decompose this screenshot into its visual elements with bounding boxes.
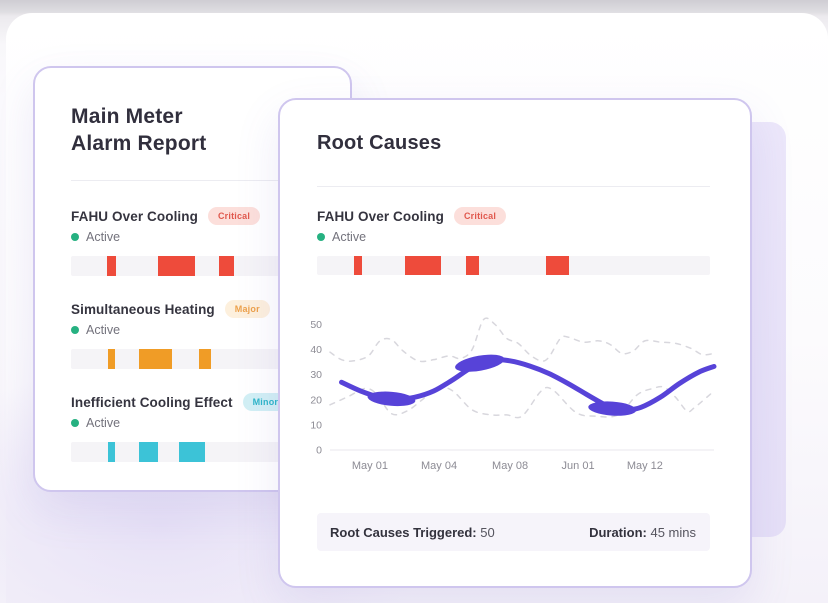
- alarm-activity-track: [317, 256, 710, 275]
- alarm-report-divider: [71, 180, 314, 181]
- alarm-activity-segment: [107, 442, 115, 462]
- alarm-status-text: Active: [332, 230, 367, 244]
- root-causes-divider: [317, 186, 710, 187]
- upper-band-line: [329, 317, 715, 363]
- alarm-activity-track: [71, 256, 314, 276]
- severity-badge: Critical: [453, 207, 507, 225]
- x-axis-tick-label: May 01: [352, 460, 388, 472]
- trend-highlight-blob: [455, 354, 505, 372]
- y-axis-tick-label: 30: [310, 369, 322, 381]
- active-status-dot-icon: [71, 233, 79, 241]
- duration-stat: Duration: 45 mins: [589, 525, 696, 540]
- alarm-row: FAHU Over Cooling Critical Active: [71, 207, 314, 276]
- alarm-list: FAHU Over Cooling Critical Active Simultane…: [71, 207, 314, 462]
- alarm-report-title-line1: Main Meter: [71, 105, 183, 128]
- root-cause-alarm: FAHU Over Cooling Critical Active: [317, 207, 710, 275]
- severity-badge: Major: [224, 300, 270, 318]
- alarm-name: Simultaneous Heating: [71, 301, 215, 317]
- trend-highlight-blob: [588, 401, 637, 416]
- alarm-row: Simultaneous Heating Major Active: [71, 300, 314, 369]
- active-status-dot-icon: [71, 419, 79, 427]
- root-causes-card: Root Causes FAHU Over Cooling Critical Act…: [278, 98, 752, 588]
- alarm-status-text: Active: [86, 230, 121, 244]
- y-axis-tick-label: 20: [310, 394, 322, 406]
- y-axis-tick-label: 0: [316, 445, 322, 457]
- alarm-activity-segment: [405, 256, 441, 275]
- lower-band-line: [329, 385, 715, 419]
- y-axis-tick-label: 40: [310, 344, 322, 356]
- alarm-activity-segment: [138, 349, 173, 369]
- alarm-activity-segment: [106, 256, 116, 276]
- active-status-dot-icon: [317, 233, 325, 241]
- alarm-activity-track: [71, 349, 314, 369]
- x-axis-tick-label: Jun 01: [562, 460, 595, 472]
- alarm-activity-segment: [199, 349, 211, 369]
- alarm-status-text: Active: [86, 323, 121, 337]
- y-axis-tick-label: 10: [310, 419, 322, 431]
- severity-badge: Minor: [242, 393, 289, 411]
- line-chart-svg: 0 10 20 30 40 50 May 01 May 04 May 08 Jun 01 May 1…: [310, 317, 717, 472]
- alarm-activity-segment: [545, 256, 569, 275]
- active-status-dot-icon: [71, 326, 79, 334]
- alarm-report-title-line2: Alarm Report: [71, 132, 207, 155]
- alarm-name: Inefficient Cooling Effect: [71, 394, 233, 410]
- y-axis-tick-label: 50: [310, 319, 322, 331]
- alarm-name: FAHU Over Cooling: [71, 208, 198, 224]
- alarm-row: FAHU Over Cooling Critical Active: [317, 207, 710, 275]
- alarm-activity-segment: [158, 256, 195, 276]
- alarm-row: Inefficient Cooling Effect Minor Active: [71, 393, 314, 462]
- triggered-value: 50: [480, 524, 495, 540]
- alarm-activity-segment: [107, 349, 115, 369]
- duration-label: Duration:: [589, 524, 647, 540]
- alarm-activity-segment: [138, 442, 159, 462]
- trend-highlight-blob: [367, 391, 416, 407]
- triggered-label: Root Causes Triggered:: [330, 524, 477, 540]
- x-axis-tick-label: May 12: [627, 460, 663, 472]
- root-causes-title: Root Causes: [317, 132, 442, 154]
- alarm-name: FAHU Over Cooling: [317, 208, 444, 224]
- alarm-status-text: Active: [86, 416, 121, 430]
- duration-value: 45 mins: [650, 524, 696, 540]
- alarm-activity-segment: [179, 442, 205, 462]
- alarm-activity-segment: [353, 256, 363, 275]
- alarm-report-title: Main Meter Alarm Report: [71, 103, 314, 157]
- alarm-activity-segment: [218, 256, 234, 276]
- alarm-activity-track: [71, 442, 314, 462]
- x-axis-tick-label: May 04: [421, 460, 457, 472]
- alarm-activity-segment: [465, 256, 480, 275]
- x-axis-tick-label: May 08: [492, 460, 528, 472]
- root-causes-stats-bar: Root Causes Triggered: 50 Duration: 45 m…: [317, 513, 710, 551]
- triggered-stat: Root Causes Triggered: 50: [330, 525, 495, 540]
- severity-badge: Critical: [207, 207, 261, 225]
- root-cause-trend-chart: 0 10 20 30 40 50 May 01 May 04 May 08 Jun 01 May 1…: [300, 306, 724, 478]
